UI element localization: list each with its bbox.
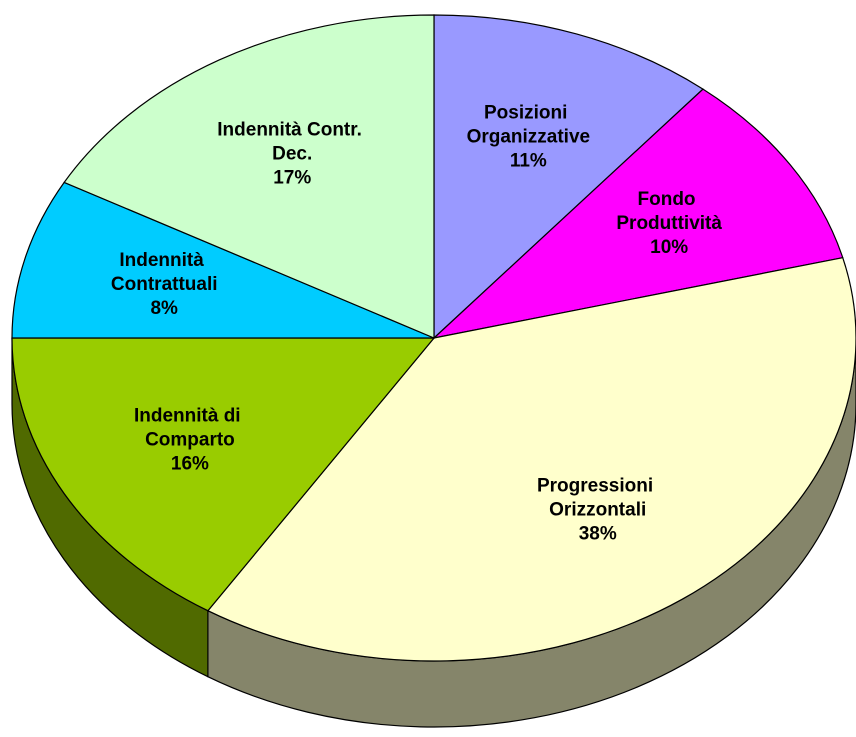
slice-label-line: Dec. bbox=[272, 144, 312, 165]
slice-label: Indennità Contrattuali bbox=[111, 250, 218, 295]
slice bbox=[11, 337, 436, 612]
slice-label-line: Orizzontali bbox=[549, 499, 646, 520]
slice-label-line: Produttività bbox=[616, 213, 722, 234]
slice bbox=[11, 181, 435, 339]
slice-label-line: Comparto bbox=[145, 430, 235, 451]
slice-label-line: Posizioni bbox=[484, 102, 573, 123]
slice-label: Fondo Produttività bbox=[616, 189, 722, 234]
slice bbox=[206, 256, 856, 662]
slice-label-line: Fondo bbox=[638, 189, 701, 210]
slice bbox=[63, 14, 435, 339]
slice-label: Indennità Contr. Dec. bbox=[217, 120, 367, 165]
slice-label-line: Indennità Contr. bbox=[217, 120, 367, 141]
slice-label: Indennità di Comparto bbox=[134, 406, 246, 451]
slice-value-label: 17% bbox=[273, 168, 311, 189]
slice-value-label: 16% bbox=[171, 454, 209, 475]
slice-value-label: 10% bbox=[650, 237, 688, 258]
slice-value-label: 38% bbox=[579, 523, 617, 544]
slice-label-line: Progressioni bbox=[537, 475, 658, 496]
slice-value-label: 11% bbox=[510, 150, 547, 171]
slice-label-line: Organizzative bbox=[467, 126, 591, 147]
slice-label-line: Indennità bbox=[119, 250, 209, 271]
slice-value-label: 8% bbox=[150, 298, 178, 319]
slice-label: Progressioni Orizzontali bbox=[537, 475, 658, 520]
slice bbox=[433, 14, 704, 340]
slice-label: Posizioni Organizzative bbox=[467, 102, 591, 147]
slice bbox=[432, 88, 844, 339]
slice-label-line: Contrattuali bbox=[111, 274, 218, 295]
slice-label-line: Indennità di bbox=[134, 406, 246, 427]
